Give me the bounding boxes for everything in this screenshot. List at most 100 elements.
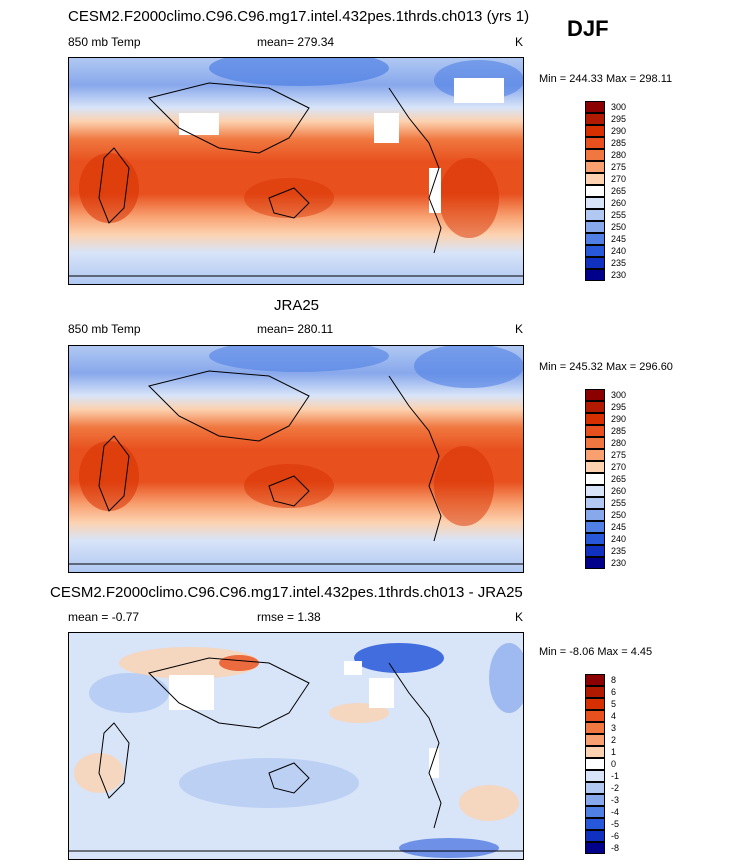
colorbar-label: 300 [611,390,627,400]
panel2-units-label: K [515,322,524,336]
panel2-mean-label: mean= 280.11 [257,322,334,336]
colorbar-label: -8 [611,843,620,853]
colorbar-label: 245 [611,234,627,244]
colorbar-swatch [585,674,605,686]
colorbar-swatch [585,710,605,722]
colorbar-swatch [585,161,605,173]
panel3-mean-label: mean = -0.77 [68,610,140,624]
colorbar-swatch [585,425,605,437]
colorbar-label: 255 [611,210,627,220]
panel2-variable-label: 850 mb Temp [68,322,141,336]
panel3-map [68,632,524,860]
colorbar-label: 280 [611,150,627,160]
colorbar-swatch [585,461,605,473]
panel2-map-svg [69,346,523,572]
panel3-map-svg [69,633,523,859]
panel3-colorbar: 8 6 5 4 3 2 1 0 -1 -2 -3 -4 -5 -6 -8 [585,674,645,854]
colorbar-label: 240 [611,246,627,256]
colorbar-label: 1 [611,747,617,757]
colorbar-label: 265 [611,474,627,484]
colorbar-label: 0 [611,759,617,769]
colorbar-swatch [585,557,605,569]
colorbar-swatch [585,389,605,401]
colorbar-swatch [585,521,605,533]
colorbar-swatch [585,830,605,842]
colorbar-label: 290 [611,126,627,136]
panel3-minmax: Min = -8.06 Max = 4.45 [539,646,653,658]
colorbar-swatch [585,233,605,245]
panel2-minmax: Min = 245.32 Max = 296.60 [539,361,673,373]
colorbar-swatch [585,101,605,113]
colorbar-swatch [585,269,605,281]
colorbar-swatch [585,437,605,449]
colorbar-label: 285 [611,138,627,148]
colorbar-label: -5 [611,819,620,829]
colorbar-label: 255 [611,498,627,508]
colorbar-swatch [585,497,605,509]
colorbar-swatch [585,449,605,461]
colorbar-swatch [585,257,605,269]
colorbar-swatch [585,473,605,485]
colorbar-swatch [585,221,605,233]
panel2-colorbar: 300 295 290 285 280 275 270 265 260 255 250 245 240 2… [585,389,645,569]
panel1-minmax: Min = 244.33 Max = 298.11 [539,73,673,85]
colorbar-swatch [585,509,605,521]
colorbar-label: 250 [611,222,627,232]
colorbar-label: 235 [611,546,627,556]
colorbar-swatch [585,125,605,137]
colorbar-label: 285 [611,426,627,436]
colorbar-swatch [585,686,605,698]
panel3-title: CESM2.F2000climo.C96.C96.mg17.intel.432p… [50,584,523,601]
colorbar-swatch [585,149,605,161]
colorbar-label: 270 [611,462,627,472]
colorbar-swatch [585,794,605,806]
colorbar-swatch [585,746,605,758]
colorbar-label: 8 [611,675,617,685]
colorbar-swatch [585,137,605,149]
panel2-title: JRA25 [274,297,320,314]
colorbar-label: 275 [611,162,627,172]
panel1-mean-label: mean= 279.34 [257,35,335,49]
colorbar-swatch [585,698,605,710]
colorbar-swatch [585,818,605,830]
colorbar-label: -3 [611,795,620,805]
colorbar-swatch [585,485,605,497]
colorbar-label: 230 [611,558,627,568]
colorbar-swatch [585,173,605,185]
colorbar-label: -4 [611,807,620,817]
colorbar-label: 240 [611,534,627,544]
colorbar-swatch [585,113,605,125]
panel3-units-label: K [515,610,524,624]
colorbar-label: 275 [611,450,627,460]
colorbar-swatch [585,770,605,782]
colorbar-label: 290 [611,414,627,424]
colorbar-swatch [585,413,605,425]
colorbar-label: 250 [611,510,627,520]
colorbar-label: -6 [611,831,620,841]
colorbar-label: 5 [611,699,617,709]
colorbar-label: 270 [611,174,627,184]
colorbar-label: 3 [611,723,617,733]
colorbar-label: 280 [611,438,627,448]
season-label: DJF [567,16,609,41]
colorbar-swatch [585,209,605,221]
panel3-rmse-label: rmse = 1.38 [257,610,321,624]
colorbar-swatch [585,185,605,197]
colorbar-label: 235 [611,258,627,268]
panel2-map [68,345,524,573]
colorbar-swatch [585,758,605,770]
colorbar-label: 300 [611,102,627,112]
colorbar-swatch [585,806,605,818]
colorbar-label: 295 [611,402,627,412]
panel1-variable-label: 850 mb Temp [68,35,141,49]
colorbar-label: -2 [611,783,620,793]
colorbar-swatch [585,545,605,557]
colorbar-label: 2 [611,735,617,745]
colorbar-label: 6 [611,687,617,697]
colorbar-swatch [585,782,605,794]
colorbar-label: 4 [611,711,617,721]
colorbar-swatch [585,722,605,734]
colorbar-label: 265 [611,186,627,196]
colorbar-swatch [585,842,605,854]
colorbar-swatch [585,734,605,746]
